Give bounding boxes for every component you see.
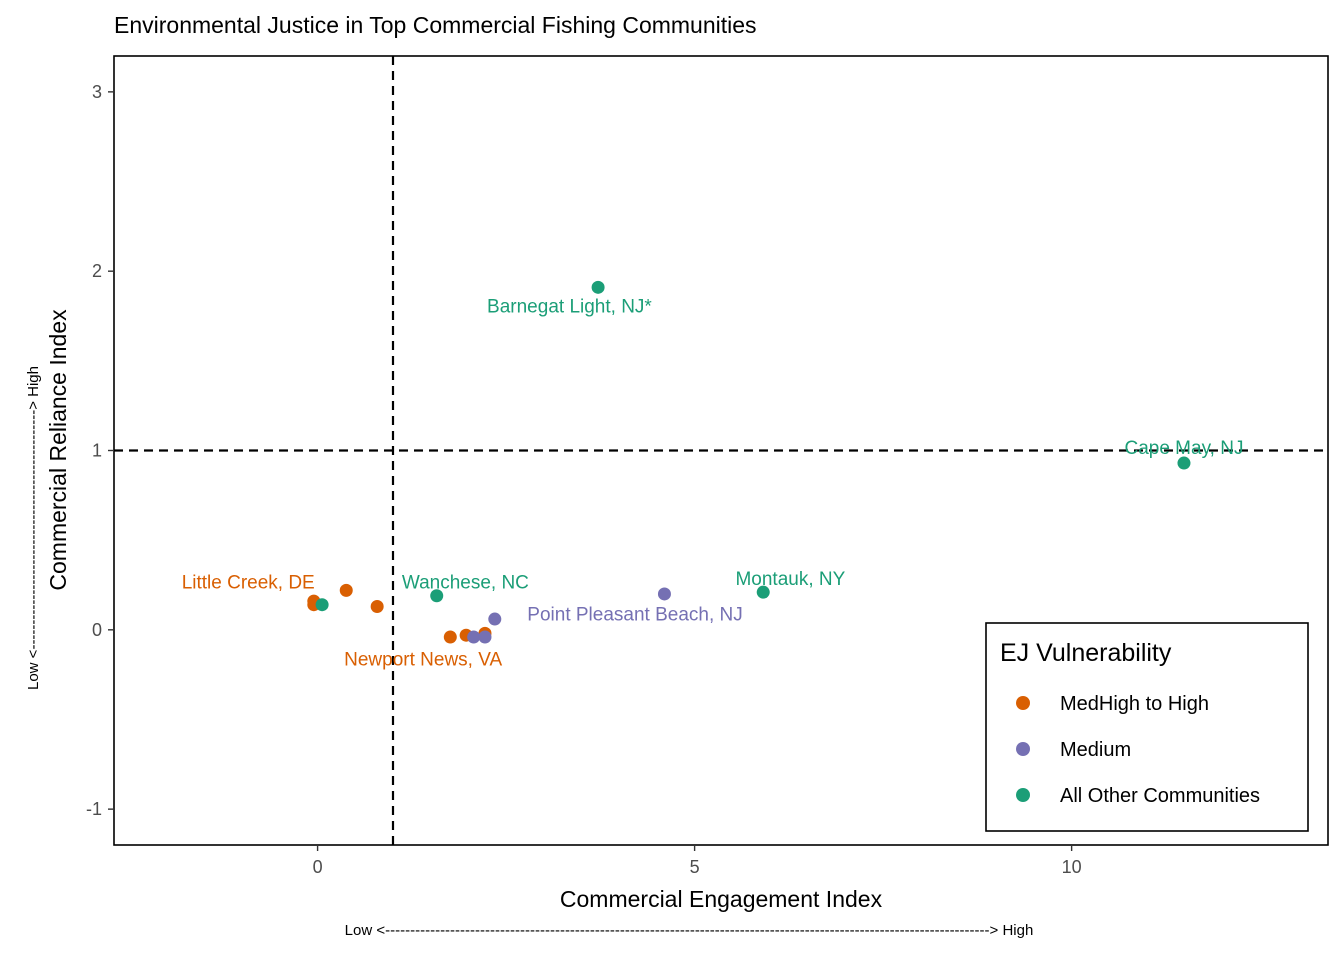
- x-axis-note: Low <-----------------------------------…: [345, 922, 1034, 939]
- x-tick-label: 10: [1062, 857, 1082, 877]
- data-point: [756, 585, 770, 599]
- data-point: [339, 583, 353, 597]
- data-point: [315, 598, 329, 612]
- legend-label: Medium: [1060, 739, 1131, 761]
- x-tick-label: 0: [313, 857, 323, 877]
- data-point: [488, 612, 502, 626]
- x-tick-label: 5: [690, 857, 700, 877]
- point-label: Newport News, VA: [344, 650, 502, 671]
- x-axis-title: Commercial Engagement Index: [560, 886, 883, 912]
- data-point: [657, 587, 671, 601]
- data-point: [1177, 456, 1191, 470]
- plot-area: Barnegat Light, NJ* Cape May, NJ Little Cr…: [86, 55, 1329, 877]
- data-point: [478, 630, 492, 644]
- y-tick-label: 1: [92, 441, 102, 461]
- y-tick-label: 3: [92, 82, 102, 102]
- point-label: Montauk, NY: [735, 569, 845, 590]
- point-label: Wanchese, NC: [402, 572, 529, 593]
- data-point: [443, 630, 457, 644]
- y-tick-label: -1: [86, 799, 102, 819]
- point-label: Barnegat Light, NJ*: [487, 296, 652, 317]
- y-tick-label: 0: [92, 620, 102, 640]
- legend-marker: [1016, 696, 1030, 710]
- data-point: [370, 600, 384, 614]
- data-point: [467, 630, 481, 644]
- data-point: [430, 589, 444, 603]
- point-label: Cape May, NJ: [1124, 438, 1243, 459]
- point-label: Point Pleasant Beach, NJ: [527, 605, 742, 626]
- y-axis-title: Commercial Reliance Index: [45, 309, 71, 591]
- legend: EJ Vulnerability MedHigh to High Medium All…: [985, 622, 1309, 832]
- point-label: Little Creek, DE: [182, 572, 315, 593]
- legend-box: [985, 622, 1309, 832]
- chart-title: Environmental Justice in Top Commercial …: [114, 12, 757, 38]
- legend-label: MedHigh to High: [1060, 693, 1209, 715]
- y-axis-note: Low <-----------------------------------…: [25, 366, 42, 690]
- legend-title: EJ Vulnerability: [1000, 639, 1172, 667]
- legend-marker: [1016, 742, 1030, 756]
- legend-marker: [1016, 788, 1030, 802]
- y-tick-label: 2: [92, 261, 102, 281]
- data-point: [591, 280, 605, 294]
- legend-label: All Other Communities: [1060, 785, 1260, 807]
